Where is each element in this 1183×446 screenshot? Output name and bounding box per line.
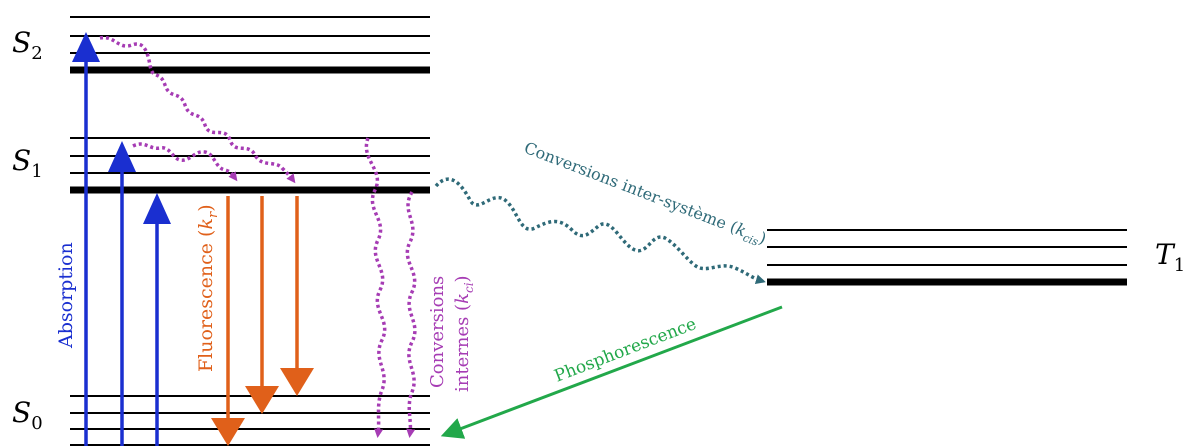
internal-conversion-arrow-1 xyxy=(364,137,387,438)
internal-conversion-label-2: internes (kci) xyxy=(452,275,476,392)
s0-levels xyxy=(70,395,430,446)
vibrational-relaxation xyxy=(99,35,296,184)
fluorescence-label: Fluorescence (kr) xyxy=(195,204,221,372)
t1-levels xyxy=(767,229,1127,286)
internal-conversion-label: Conversions xyxy=(427,276,448,388)
s2-levels xyxy=(70,16,430,74)
internal-conversion-arrows xyxy=(364,137,417,438)
intersystem-crossing-label: Conversions inter-système (kcis) xyxy=(520,138,769,251)
s1-label: S1 xyxy=(12,144,43,182)
fluorescence-arrows xyxy=(211,196,314,446)
internal-conversion-arrow-2 xyxy=(405,191,417,438)
phosphorescence-label: Phosphorescence xyxy=(552,314,700,387)
intersystem-crossing-arrow xyxy=(434,177,766,285)
absorption-arrows xyxy=(72,32,171,446)
absorption-label: Absorption xyxy=(55,242,77,349)
s2-label: S2 xyxy=(12,26,43,64)
s0-label: S0 xyxy=(12,396,43,434)
t1-label: T1 xyxy=(1155,238,1183,276)
phosphorescence-arrow xyxy=(440,305,783,439)
s1-levels xyxy=(70,137,430,194)
